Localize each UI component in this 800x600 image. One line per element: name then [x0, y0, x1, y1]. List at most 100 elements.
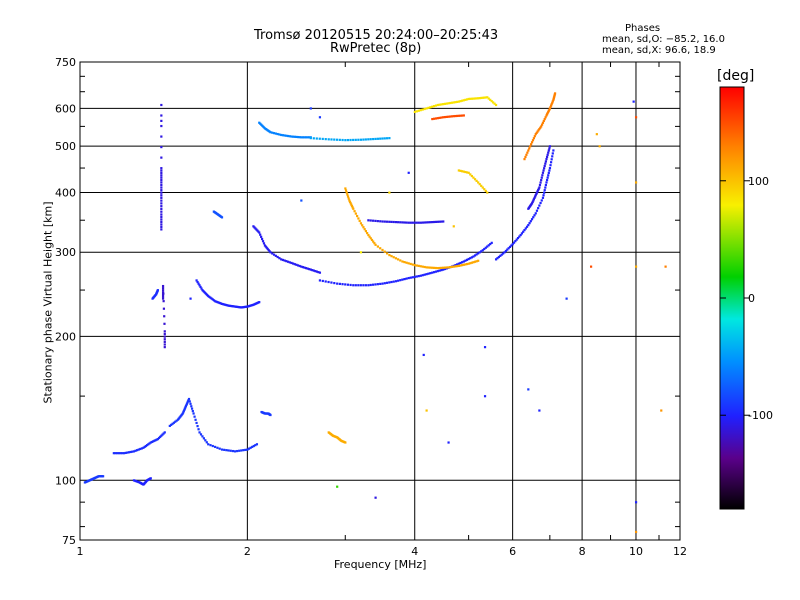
trace-point	[383, 282, 386, 285]
trace-point	[527, 224, 530, 227]
trace-point	[212, 299, 216, 302]
trace-point	[290, 135, 293, 138]
trace-point	[271, 131, 274, 134]
trace-point	[490, 100, 493, 103]
scatter-point	[407, 171, 410, 174]
trace-point	[427, 221, 430, 224]
trace-point	[160, 145, 163, 149]
trace-point	[415, 275, 418, 278]
trace-point	[413, 275, 416, 278]
trace-point	[202, 437, 205, 440]
trace-point	[431, 266, 434, 269]
trace-point	[260, 237, 264, 241]
trace-point	[529, 145, 532, 148]
trace-point	[535, 191, 539, 194]
trace-point	[445, 266, 448, 269]
trace-point	[454, 101, 457, 104]
trace-point	[312, 269, 315, 272]
trace-point	[546, 112, 549, 115]
trace-point	[483, 188, 486, 191]
trace-point	[352, 284, 355, 287]
trace-point	[140, 447, 143, 450]
trace-point	[524, 227, 527, 230]
trace-point	[168, 424, 171, 428]
trace-point	[150, 440, 154, 444]
trace-point	[524, 155, 527, 159]
x-axis-label: Frequency [MHz]	[334, 558, 427, 571]
trace-point	[530, 143, 533, 146]
trace-point	[220, 302, 224, 305]
trace-point	[421, 274, 424, 277]
trace-point	[184, 406, 187, 409]
trace-point	[425, 266, 428, 269]
trace-point	[392, 256, 395, 259]
trace-point	[376, 283, 379, 286]
trace-point	[362, 226, 365, 229]
trace-point	[381, 248, 384, 252]
trace-point	[473, 260, 477, 263]
trace-point	[129, 450, 132, 454]
trace-point	[196, 280, 199, 284]
trace-point	[545, 155, 549, 159]
trace-point	[160, 171, 163, 175]
trace-point	[191, 409, 194, 413]
trace-point	[160, 223, 163, 226]
trace-point	[405, 221, 408, 224]
trace-point	[548, 167, 552, 170]
trace-point	[344, 187, 347, 190]
trace-point	[295, 135, 298, 139]
scatter-point	[634, 181, 638, 184]
scatter-point	[634, 265, 638, 268]
trace-point	[283, 134, 286, 137]
trace-point	[536, 190, 539, 193]
trace-point	[293, 263, 296, 266]
trace-point	[427, 272, 430, 275]
trace-point	[403, 261, 406, 264]
trace-point	[163, 330, 166, 333]
trace-point	[461, 264, 464, 267]
trace-point	[160, 205, 163, 208]
trace-point	[415, 221, 418, 224]
trace-point	[136, 449, 139, 452]
trace-point	[260, 235, 263, 238]
trace-point	[440, 269, 443, 272]
trace-point	[399, 259, 402, 262]
trace-point	[545, 158, 548, 161]
trace-point	[454, 265, 457, 268]
trace-point	[269, 251, 272, 254]
trace-point	[344, 283, 347, 286]
trace-point	[538, 204, 541, 207]
trace-point	[440, 220, 443, 223]
trace-point	[438, 220, 441, 223]
trace-point	[280, 133, 283, 137]
trace-point	[185, 402, 189, 405]
trace-point	[172, 421, 176, 424]
trace-point	[370, 238, 374, 242]
trace-point	[362, 138, 365, 141]
trace-point	[175, 419, 178, 422]
trace-point	[199, 285, 202, 289]
scatter-point	[422, 353, 425, 357]
trace-point	[470, 256, 473, 259]
trace-point	[160, 167, 163, 170]
trace-point	[461, 170, 464, 173]
trace-point	[139, 447, 142, 451]
trace-point	[160, 114, 163, 117]
trace-point	[407, 276, 410, 280]
scatter-point	[527, 388, 530, 391]
trace-point	[225, 449, 228, 452]
trace-point	[127, 451, 131, 454]
trace-point	[427, 266, 430, 269]
trace-point	[163, 346, 166, 349]
trace-point	[372, 219, 375, 222]
y-tick-label: 750	[55, 56, 76, 69]
trace-point	[519, 233, 522, 237]
scatter-point	[425, 409, 428, 412]
y-tick-label: 100	[55, 474, 76, 487]
scatter-point	[483, 395, 487, 398]
trace-point	[251, 445, 254, 449]
trace-point	[285, 260, 288, 263]
trace-point	[199, 433, 203, 436]
trace-point	[217, 301, 220, 304]
scatter-point	[447, 441, 450, 444]
